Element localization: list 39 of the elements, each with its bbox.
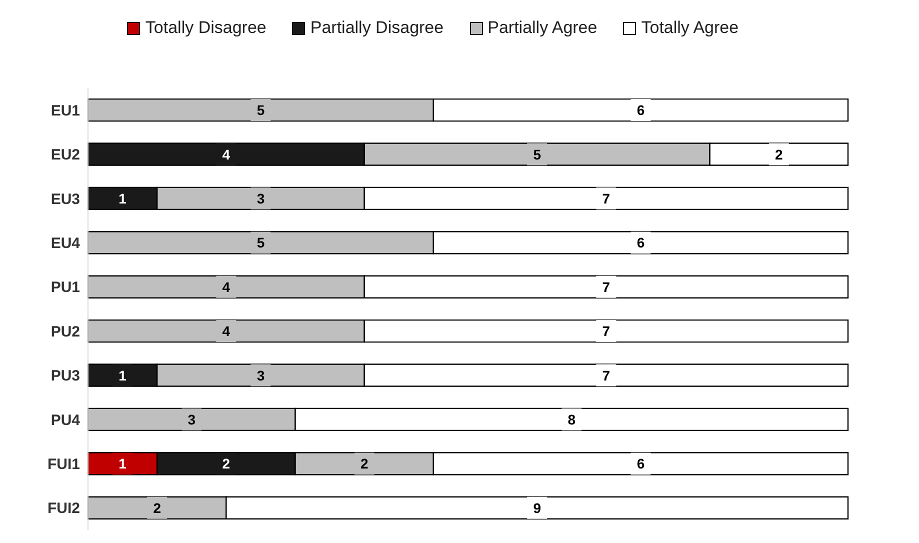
data-label: 3 [188, 411, 196, 428]
data-label: 1 [118, 190, 127, 206]
y-tick-label: EU3 [50, 190, 80, 208]
data-label: 4 [222, 323, 230, 340]
data-label: 4 [222, 146, 230, 162]
data-label: 2 [360, 456, 368, 472]
y-tick-label: PU2 [50, 323, 80, 340]
data-label: 6 [636, 234, 645, 251]
data-label: 2 [775, 146, 784, 162]
data-label: 7 [602, 190, 610, 206]
legend-label: Partially Disagree [309, 18, 444, 38]
data-label: 8 [568, 411, 576, 428]
data-label: 1 [118, 456, 127, 472]
data-label: 7 [602, 323, 610, 340]
data-label: 2 [153, 500, 162, 516]
data-label: 5 [256, 102, 265, 118]
legend-label: Partially Agree [486, 18, 598, 38]
data-label: 1 [118, 367, 127, 384]
data-label: 3 [256, 367, 265, 384]
data-label: 9 [533, 500, 542, 516]
data-label: 4 [222, 278, 230, 295]
legend-label: Totally Agree [640, 18, 739, 38]
y-tick-label: FUI1 [47, 456, 80, 474]
data-label: 2 [222, 456, 230, 472]
y-tick-label: PU1 [50, 279, 80, 296]
data-label: 3 [256, 190, 265, 206]
y-tick-label: EU4 [50, 235, 81, 252]
y-tick-label: FUI2 [47, 500, 80, 518]
data-label: 7 [602, 367, 610, 384]
y-tick-label: EU2 [50, 146, 80, 164]
data-label: 7 [602, 278, 610, 295]
y-tick-label: PU3 [50, 368, 80, 385]
y-tick-label: PU4 [50, 412, 81, 429]
y-tick-label: EU1 [50, 102, 80, 120]
data-label: 5 [533, 146, 542, 162]
data-label: 6 [636, 456, 645, 472]
data-label: 5 [256, 234, 265, 251]
data-label: 6 [636, 102, 645, 118]
legend-label: Totally Disagree [144, 18, 266, 38]
